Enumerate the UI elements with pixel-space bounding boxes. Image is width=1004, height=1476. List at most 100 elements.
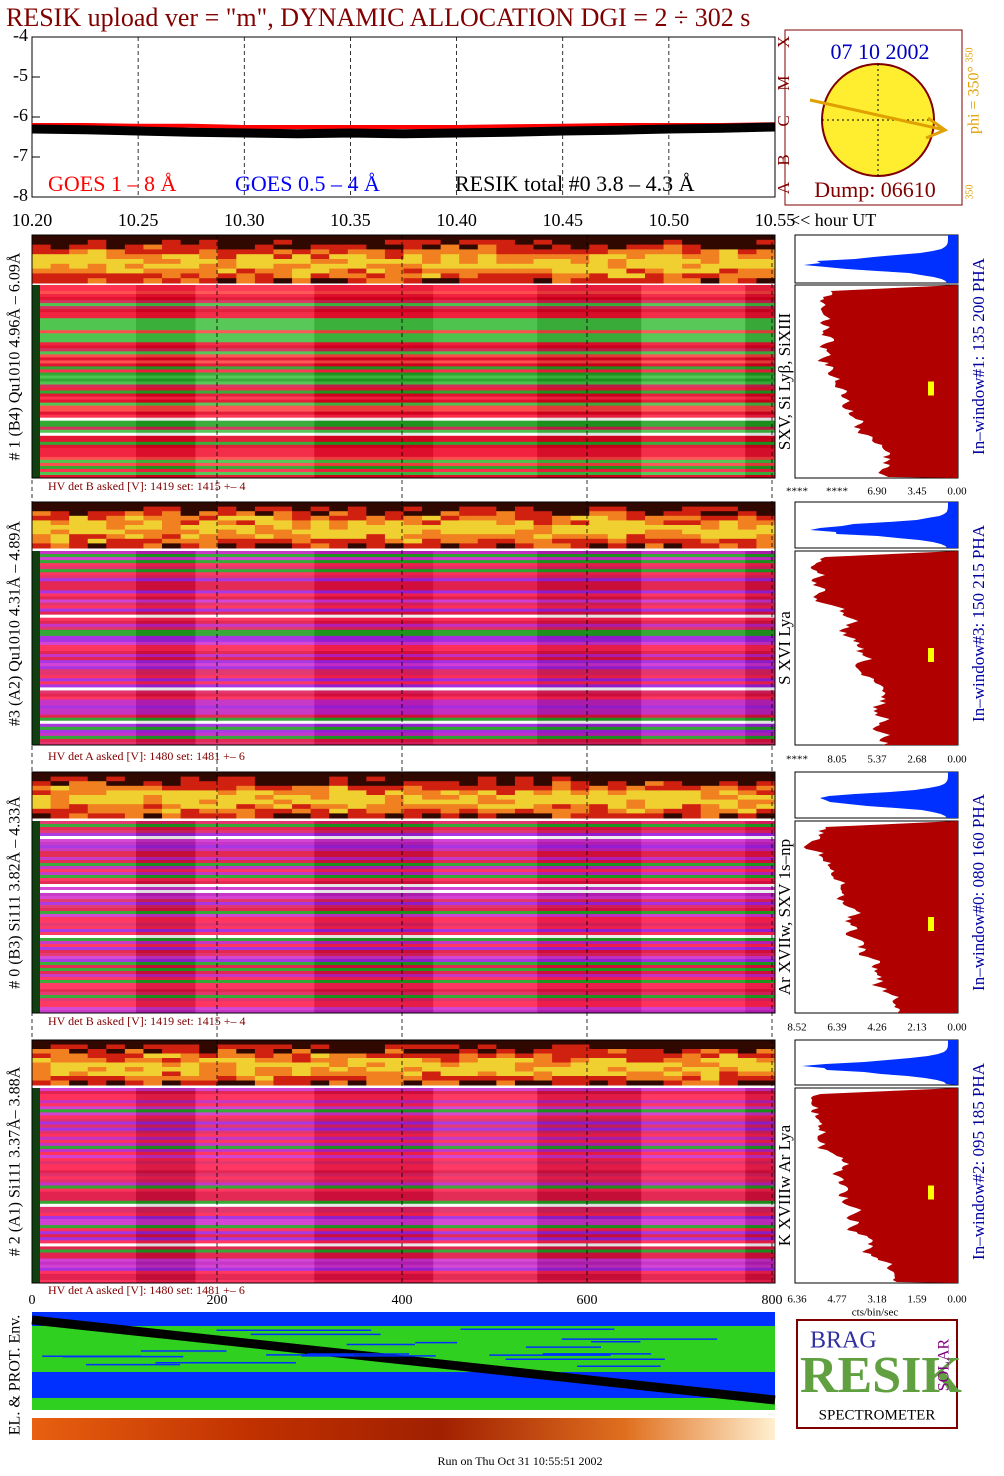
spectrum-stripe: [32, 300, 775, 304]
spectrum-stripe: [32, 345, 775, 349]
strip-cell: [626, 515, 646, 521]
strip-cell: [384, 239, 404, 246]
spectrum-stripe: [32, 396, 775, 401]
strip-cell: [32, 502, 52, 508]
title: RESIK upload ver = "m", DYNAMIC ALLOCATI…: [6, 3, 750, 32]
strip-cell: [422, 502, 442, 508]
strip-cell: [347, 273, 367, 279]
strip-cell: [533, 511, 553, 517]
strip-cell: [217, 772, 237, 778]
strip-cell: [459, 502, 479, 508]
strip-cell: [737, 525, 757, 531]
strip-cell: [682, 511, 702, 517]
strip-cell: [719, 525, 739, 531]
strip-cell: [589, 515, 609, 521]
strip-cell: [552, 239, 572, 246]
time-block: [433, 821, 538, 1013]
strip-cell: [292, 259, 312, 265]
strip-cell: [124, 781, 144, 787]
strip-cell: [440, 799, 460, 805]
strip-cell: [254, 529, 274, 535]
strip-cell: [254, 525, 274, 531]
x-tick-label: 10.45: [542, 210, 583, 230]
strip-cell: [106, 259, 126, 265]
strip-cell: [477, 534, 497, 540]
strip-cell: [496, 1058, 516, 1063]
spectrum-stripe: [32, 717, 775, 722]
strip-cell: [552, 785, 572, 791]
strip-cell: [199, 1044, 219, 1050]
strip-cell: [459, 813, 479, 819]
strip-cell: [124, 273, 144, 279]
strip-cell: [292, 1053, 312, 1059]
strip-cell: [756, 772, 776, 778]
strip-cell: [217, 534, 237, 540]
strip-cell: [644, 1044, 665, 1050]
hist-strip: [803, 235, 958, 283]
strip-cell: [273, 1062, 293, 1068]
strip-cell: [422, 511, 442, 517]
strip-cell: [663, 263, 683, 270]
strip-cell: [514, 1044, 535, 1050]
panel-edge: [32, 1088, 40, 1283]
strip-cell: [440, 785, 460, 791]
strip-cell: [496, 254, 516, 260]
sun-scale: 350: [964, 185, 975, 200]
spectrum-stripe: [32, 1206, 775, 1211]
strip-cell: [199, 249, 219, 255]
strip-cell: [422, 1044, 442, 1050]
strip-cell: [32, 1071, 52, 1077]
x-tick-label: 10.50: [649, 210, 690, 230]
strip-cell: [32, 529, 52, 535]
strip-cell: [552, 273, 572, 279]
strip-cell: [292, 1067, 312, 1072]
strip-cell: [199, 515, 219, 521]
strip-cell: [254, 538, 274, 544]
strip-cell: [403, 239, 423, 246]
strip-cell: [403, 1076, 423, 1081]
strip-cell: [682, 1076, 702, 1081]
sun-scale: 350: [964, 48, 975, 63]
strip-cell: [329, 776, 349, 782]
strip-cell: [50, 254, 70, 260]
strip-cell: [533, 1076, 553, 1081]
strip-cell: [700, 529, 720, 535]
strip-cell: [700, 790, 720, 796]
strip-cell: [310, 799, 330, 805]
spectrum-stripe: [32, 402, 775, 407]
strip-cell: [589, 1080, 609, 1086]
spectrum-stripe: [32, 411, 775, 416]
strip-cell: [589, 502, 609, 508]
strip-cell: [422, 776, 442, 782]
strip-cell: [310, 511, 330, 517]
strip-cell: [162, 259, 182, 265]
hist-tick: 0.00: [947, 486, 967, 498]
strip-cell: [422, 808, 442, 814]
strip-cell: [50, 1071, 70, 1077]
strip-cell: [50, 511, 70, 517]
strip-cell: [162, 511, 182, 517]
sun-arrow-head: [925, 116, 949, 140]
strip-cell: [440, 254, 460, 260]
strip-cell: [366, 515, 386, 521]
strip-cell: [180, 235, 200, 241]
strip-cell: [533, 534, 553, 540]
strip-cell: [682, 525, 702, 531]
strip-cell: [124, 790, 144, 796]
strip-cell: [626, 795, 646, 801]
strip-cell: [644, 781, 665, 787]
strip-cell: [552, 1040, 572, 1045]
strip-cell: [552, 1080, 572, 1086]
strip-cell: [756, 254, 776, 260]
strip-cell: [236, 1053, 256, 1059]
strip-cell: [180, 1044, 200, 1050]
strip-cell: [273, 1040, 293, 1045]
strip-cell: [180, 781, 200, 787]
strip-cell: [292, 254, 312, 260]
strip-cell: [477, 795, 497, 801]
strip-cell: [440, 534, 460, 540]
strip-cell: [644, 278, 665, 284]
strip-cell: [366, 1053, 386, 1059]
strip-cell: [496, 239, 516, 246]
strip-cell: [607, 235, 627, 241]
